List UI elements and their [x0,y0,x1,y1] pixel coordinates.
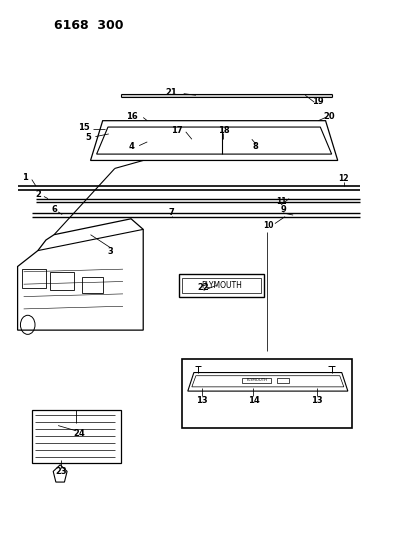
Text: 23: 23 [55,467,67,476]
Bar [182,359,352,428]
Bar [277,378,289,383]
Text: 7: 7 [169,208,175,217]
Text: PLYMOUTH: PLYMOUTH [246,378,267,383]
Text: 16: 16 [126,112,138,121]
Text: 24: 24 [74,429,85,438]
Text: 1: 1 [22,173,28,182]
Bar [82,277,103,293]
Bar [242,378,271,383]
Bar [182,278,261,293]
Text: 10: 10 [264,221,274,230]
Text: 6168  300: 6168 300 [54,19,124,32]
Text: PLYMOUTH: PLYMOUTH [201,281,242,290]
Text: 18: 18 [217,126,229,135]
Text: 15: 15 [78,123,90,132]
Text: 8: 8 [253,142,259,151]
Text: 13: 13 [196,396,208,405]
Text: 14: 14 [248,396,259,405]
Bar [22,269,46,288]
Text: 4: 4 [129,142,135,151]
Text: 17: 17 [171,126,183,135]
Text: 22: 22 [198,283,209,292]
Bar [50,272,74,290]
Text: 13: 13 [311,396,322,405]
Text: 21: 21 [165,88,177,97]
Text: 6: 6 [51,205,57,214]
Text: 19: 19 [313,96,324,106]
Text: 9: 9 [280,205,286,214]
Text: 12: 12 [339,174,349,183]
Text: 5: 5 [86,133,91,142]
Text: 3: 3 [107,247,113,256]
Text: 2: 2 [36,190,42,199]
Text: 20: 20 [324,112,335,121]
Bar [32,410,121,463]
Text: 11: 11 [276,197,286,206]
